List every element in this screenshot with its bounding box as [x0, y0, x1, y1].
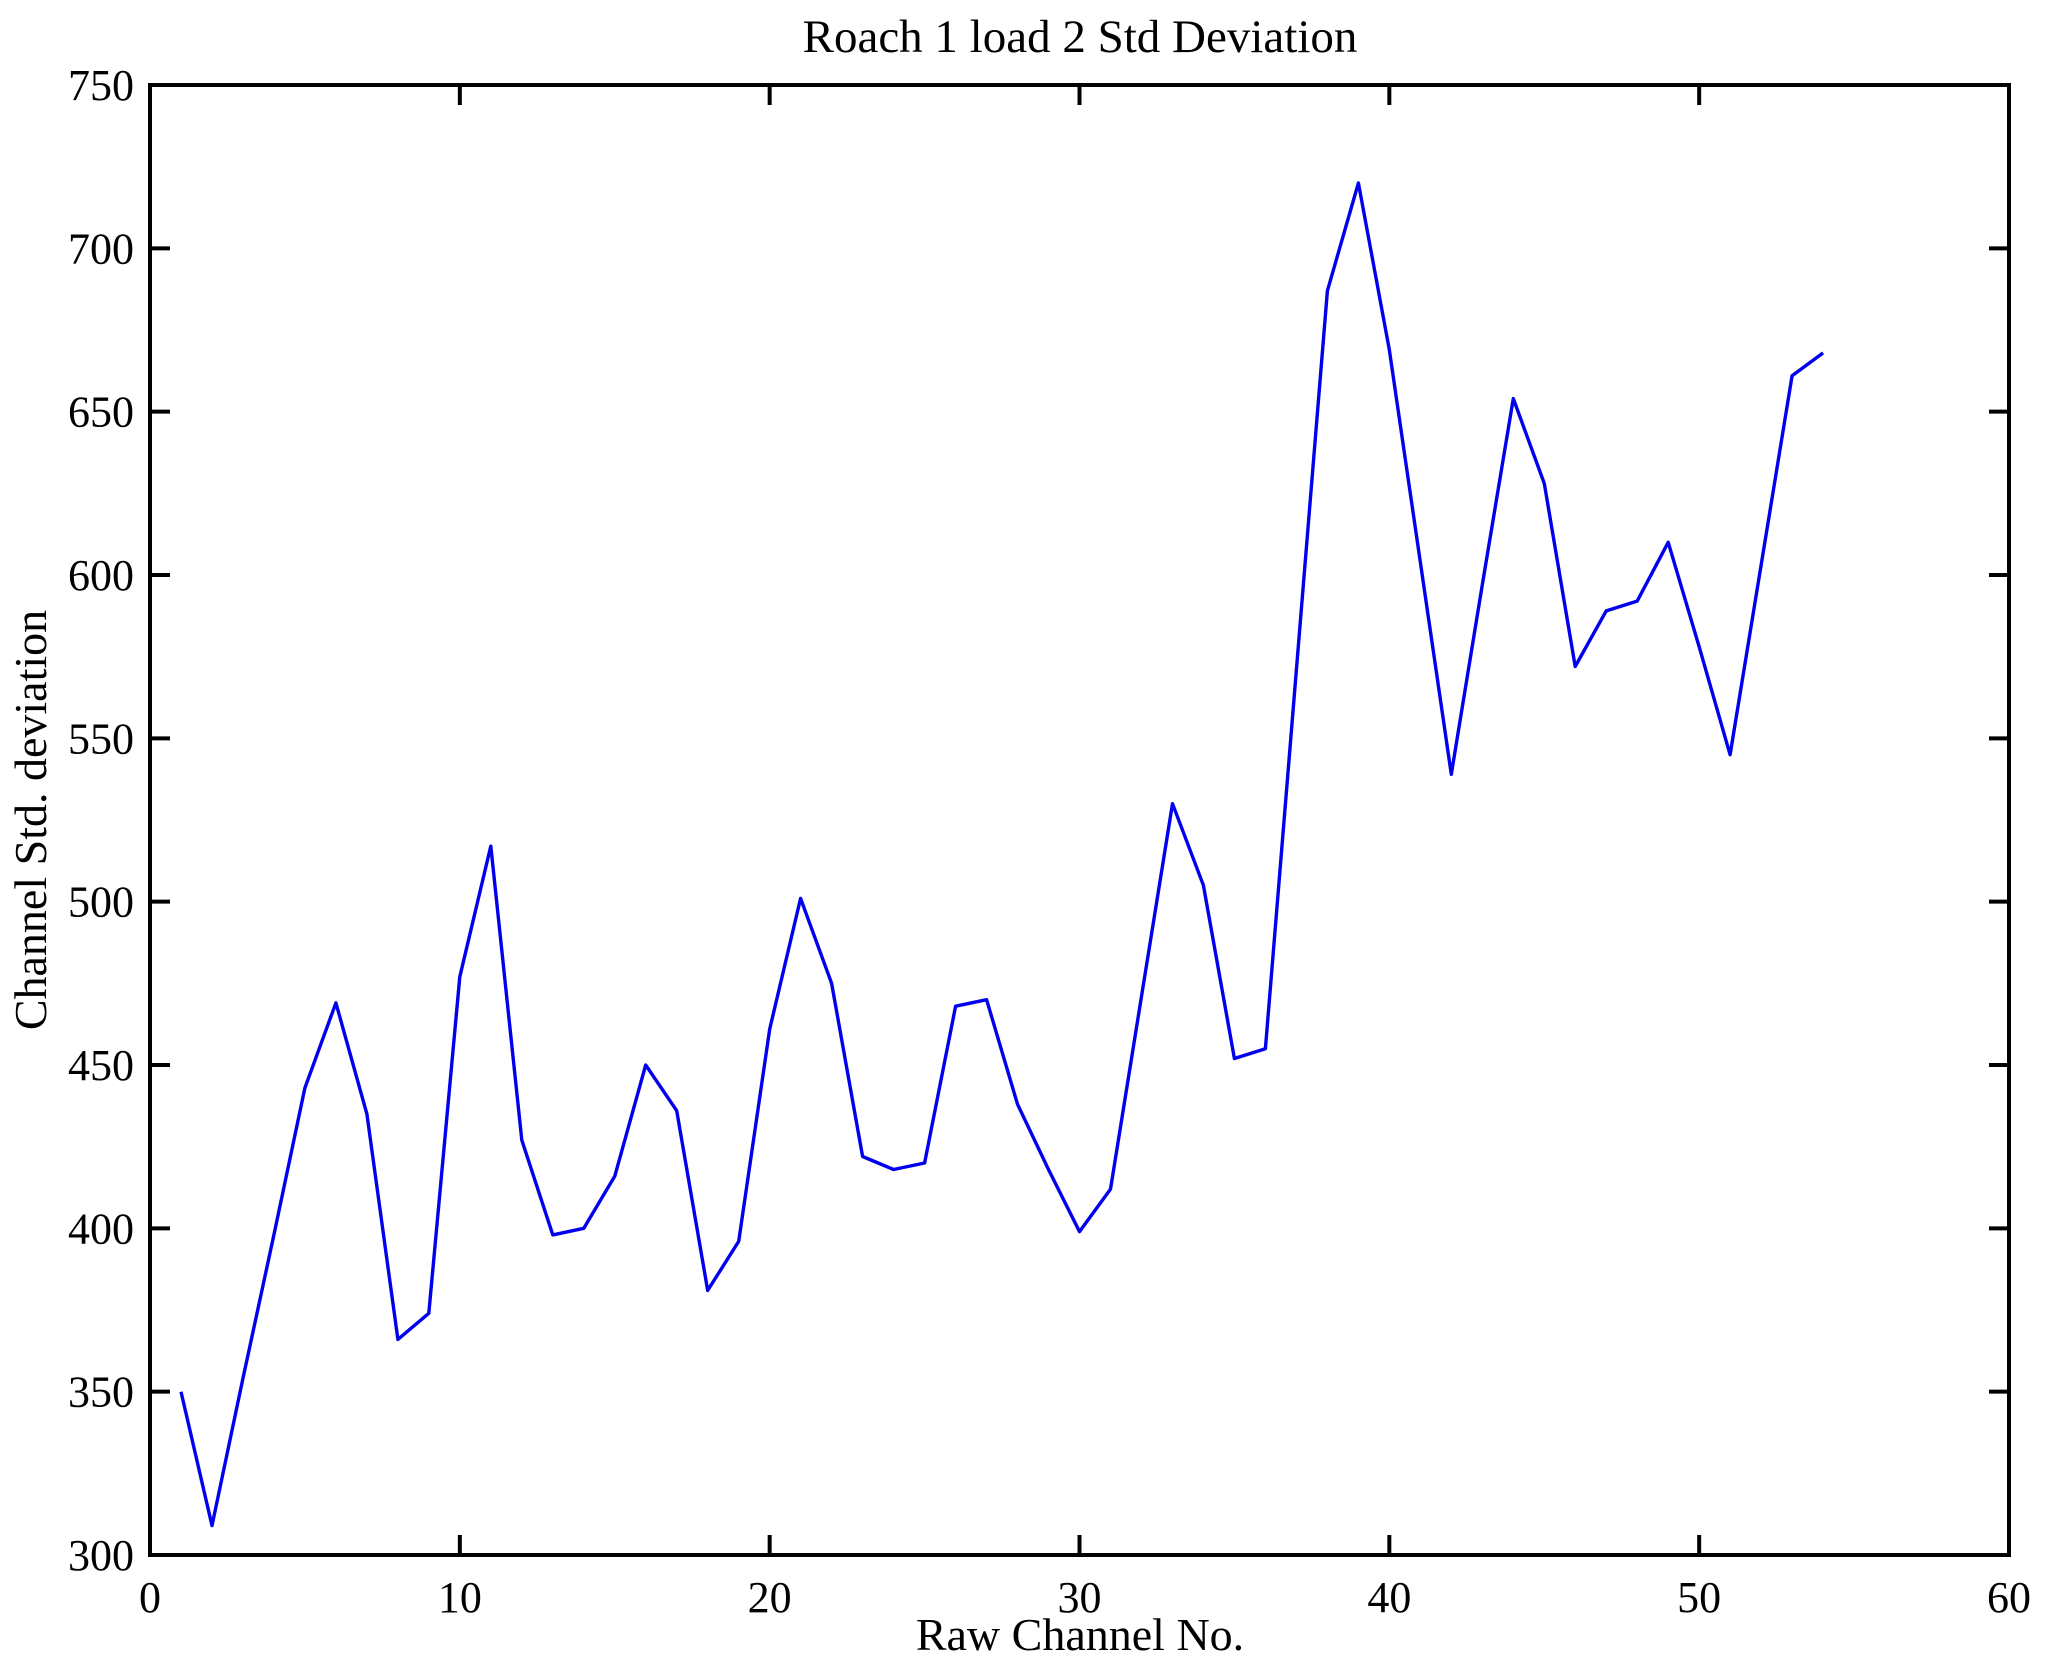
y-tick-label: 550 [68, 714, 134, 763]
y-tick-label: 600 [68, 551, 134, 600]
x-tick-label: 0 [139, 1573, 161, 1622]
plot-frame [148, 83, 2011, 1557]
chart-title: Roach 1 load 2 Std Deviation [803, 11, 1358, 63]
x-tick-label: 60 [1987, 1573, 2031, 1622]
y-axis-label: Channel Std. deviation [5, 610, 56, 1030]
y-tick-label: 400 [68, 1204, 134, 1253]
x-tick-label: 40 [1367, 1573, 1411, 1622]
y-tick-label: 350 [68, 1368, 134, 1417]
axis-tick-labels: 0 10 20 30 40 50 60 300 350 400 450 500 550 600 650 700… [68, 61, 2031, 1622]
x-tick-label: 10 [438, 1573, 482, 1622]
x-tick-label: 30 [1058, 1573, 1102, 1622]
data-line [179, 181, 1825, 1528]
y-tick-label: 650 [68, 388, 134, 437]
axis-ticks [148, 83, 2011, 1557]
y-tick-label: 700 [68, 224, 134, 273]
y-tick-label: 500 [68, 878, 134, 927]
x-axis-label: Raw Channel No. [916, 1609, 1244, 1660]
y-tick-label: 450 [68, 1041, 134, 1090]
x-tick-label: 50 [1677, 1573, 1721, 1622]
y-tick-label: 750 [68, 61, 134, 110]
x-tick-label: 20 [748, 1573, 792, 1622]
y-tick-label: 300 [68, 1531, 134, 1580]
